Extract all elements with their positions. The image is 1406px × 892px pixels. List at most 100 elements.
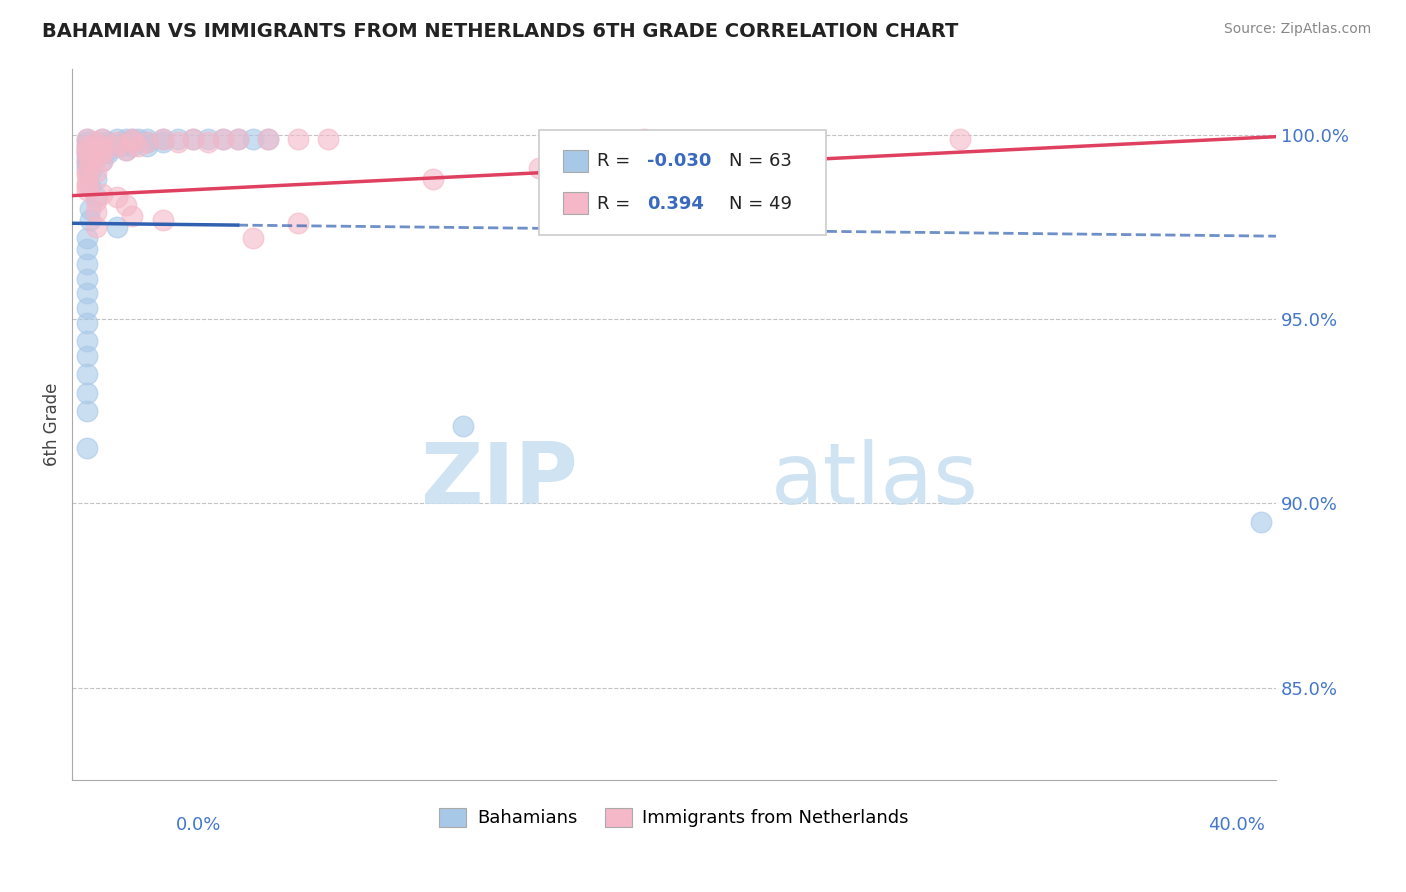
Point [115,131,138,145]
Point [105,139,128,153]
Text: Source: ZipAtlas.com: Source: ZipAtlas.com [1223,22,1371,37]
Point [76,183,98,197]
Point [76,146,98,161]
Point [84,190,107,204]
Point [84,164,107,178]
Point [105,135,128,149]
Point [256,131,278,145]
Point [76,169,98,183]
Text: N = 49: N = 49 [728,194,792,213]
Point [211,131,233,145]
Point [287,131,309,145]
Point [97,135,120,149]
Point [97,146,120,161]
Point [136,135,159,149]
Point [76,441,98,455]
Point [121,131,143,145]
Point [76,385,98,400]
Point [115,143,138,157]
Point [121,209,143,223]
Point [76,368,98,382]
Point [84,135,107,149]
Point [84,172,107,186]
Point [76,150,98,164]
Y-axis label: 6th Grade: 6th Grade [44,383,60,466]
Point [91,139,114,153]
Point [91,131,114,145]
Point [527,161,550,175]
Point [84,219,107,234]
Point [105,190,128,204]
Point [76,164,98,178]
Point [91,146,114,161]
Point [633,131,655,145]
Point [76,271,98,285]
Point [97,139,120,153]
Point [181,131,204,145]
Point [79,157,101,171]
Point [197,135,219,149]
Point [136,135,159,149]
Point [91,153,114,168]
Point [76,231,98,245]
Point [76,143,98,157]
Legend: Bahamians, Immigrants from Netherlands: Bahamians, Immigrants from Netherlands [432,801,917,835]
Point [226,131,249,145]
Point [115,143,138,157]
Point [256,131,278,145]
Point [76,161,98,175]
Point [76,153,98,168]
Point [79,212,101,227]
Point [197,131,219,145]
Text: 40.0%: 40.0% [1209,816,1265,834]
Point [79,179,101,194]
Point [84,143,107,157]
Point [76,135,98,149]
Point [105,219,128,234]
Point [76,179,98,194]
Point [76,316,98,330]
Point [79,164,101,178]
Point [121,131,143,145]
Point [76,242,98,256]
Point [121,139,143,153]
Point [211,131,233,145]
Point [79,202,101,216]
Text: 0.394: 0.394 [648,194,704,213]
Point [76,146,98,161]
Text: N = 63: N = 63 [728,153,792,170]
Point [76,349,98,363]
Point [453,418,475,433]
Point [97,143,120,157]
Point [115,135,138,149]
Point [76,257,98,271]
Point [166,135,188,149]
Point [136,131,159,145]
Point [76,286,98,301]
Point [91,131,114,145]
Point [127,139,149,153]
Point [84,135,107,149]
Point [115,198,138,212]
Point [84,150,107,164]
Point [91,186,114,201]
Point [152,135,174,149]
Text: 0.0%: 0.0% [176,816,221,834]
Point [949,131,972,145]
Point [76,157,98,171]
Point [76,131,98,145]
Point [1250,515,1272,529]
Text: BAHAMIAN VS IMMIGRANTS FROM NETHERLANDS 6TH GRADE CORRELATION CHART: BAHAMIAN VS IMMIGRANTS FROM NETHERLANDS … [42,22,959,41]
Point [91,153,114,168]
Point [91,143,114,157]
Point [84,194,107,209]
Point [76,301,98,315]
Point [76,139,98,153]
Point [226,131,249,145]
Point [105,131,128,145]
Point [422,172,444,186]
Point [76,143,98,157]
Point [84,205,107,219]
Point [242,131,264,145]
Point [166,131,188,145]
